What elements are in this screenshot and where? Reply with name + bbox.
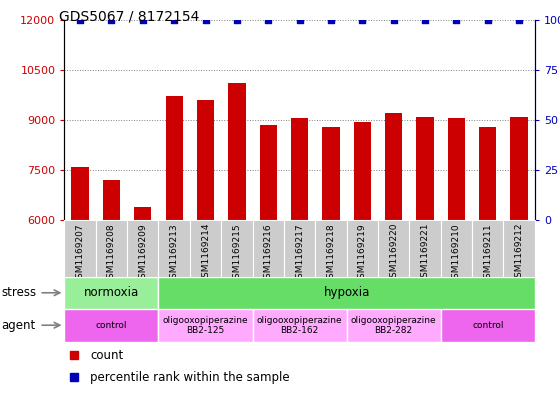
Bar — [64, 309, 158, 342]
Bar — [158, 277, 535, 309]
Text: GSM1169218: GSM1169218 — [326, 223, 335, 284]
Bar — [221, 220, 253, 277]
Bar — [378, 220, 409, 277]
Text: hypoxia: hypoxia — [324, 286, 370, 299]
Bar — [347, 220, 378, 277]
Bar — [291, 118, 308, 393]
Bar — [441, 309, 535, 342]
Text: count: count — [90, 349, 124, 362]
Bar — [503, 220, 535, 277]
Bar — [197, 100, 214, 393]
Bar — [472, 220, 503, 277]
Bar — [72, 167, 88, 393]
Text: GSM1169220: GSM1169220 — [389, 223, 398, 283]
Bar — [441, 220, 472, 277]
Text: GDS5067 / 8172154: GDS5067 / 8172154 — [59, 10, 199, 24]
Bar — [323, 127, 339, 393]
Text: GSM1169211: GSM1169211 — [483, 223, 492, 284]
Text: GSM1169213: GSM1169213 — [170, 223, 179, 284]
Bar — [64, 277, 158, 309]
Point — [201, 17, 210, 23]
Bar — [158, 220, 190, 277]
Bar — [347, 309, 441, 342]
Point — [232, 17, 241, 23]
Bar — [479, 127, 496, 393]
Text: oligooxopiperazine
BB2-282: oligooxopiperazine BB2-282 — [351, 316, 436, 335]
Text: control: control — [96, 321, 127, 330]
Point — [421, 17, 430, 23]
Bar — [64, 220, 96, 277]
Point — [515, 17, 524, 23]
Bar — [166, 97, 183, 393]
Bar — [134, 207, 151, 393]
Text: stress: stress — [1, 286, 36, 299]
Bar — [190, 220, 221, 277]
Bar — [103, 180, 120, 393]
Text: GSM1169214: GSM1169214 — [201, 223, 210, 283]
Point — [483, 17, 492, 23]
Bar — [409, 220, 441, 277]
Bar — [253, 220, 284, 277]
Point — [107, 17, 116, 23]
Bar — [417, 116, 433, 393]
Text: percentile rank within the sample: percentile rank within the sample — [90, 371, 290, 384]
Bar — [284, 220, 315, 277]
Bar — [511, 116, 528, 393]
Bar — [315, 220, 347, 277]
Bar — [158, 309, 253, 342]
Point — [389, 17, 398, 23]
Text: normoxia: normoxia — [84, 286, 139, 299]
Text: GSM1169208: GSM1169208 — [107, 223, 116, 284]
Text: GSM1169216: GSM1169216 — [264, 223, 273, 284]
Text: GSM1169209: GSM1169209 — [138, 223, 147, 284]
Point — [295, 17, 304, 23]
Bar — [385, 113, 402, 393]
Point — [358, 17, 367, 23]
Bar — [253, 309, 347, 342]
Bar — [354, 121, 371, 393]
Point — [452, 17, 461, 23]
Point — [76, 17, 85, 23]
Bar — [127, 220, 158, 277]
Text: GSM1169219: GSM1169219 — [358, 223, 367, 284]
Point — [264, 17, 273, 23]
Text: GSM1169215: GSM1169215 — [232, 223, 241, 284]
Point — [326, 17, 335, 23]
Text: oligooxopiperazine
BB2-162: oligooxopiperazine BB2-162 — [257, 316, 342, 335]
Text: GSM1169210: GSM1169210 — [452, 223, 461, 284]
Text: control: control — [472, 321, 503, 330]
Bar — [228, 83, 245, 393]
Text: GSM1169221: GSM1169221 — [421, 223, 430, 283]
Text: GSM1169217: GSM1169217 — [295, 223, 304, 284]
Bar — [260, 125, 277, 393]
Point — [138, 17, 147, 23]
Bar — [448, 118, 465, 393]
Bar — [96, 220, 127, 277]
Text: agent: agent — [1, 319, 35, 332]
Text: oligooxopiperazine
BB2-125: oligooxopiperazine BB2-125 — [163, 316, 248, 335]
Point — [170, 17, 179, 23]
Text: GSM1169212: GSM1169212 — [515, 223, 524, 283]
Text: GSM1169207: GSM1169207 — [76, 223, 85, 284]
